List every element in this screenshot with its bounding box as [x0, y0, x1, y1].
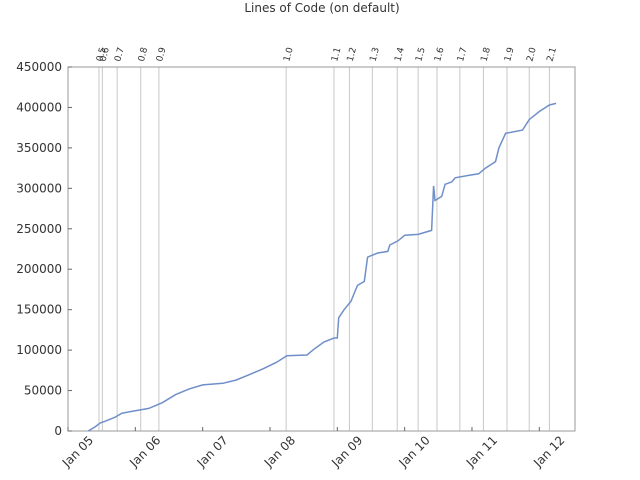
y-tick-label: 50000	[24, 384, 62, 398]
release-label: 0.8	[137, 46, 150, 63]
y-tick-label: 450000	[16, 60, 62, 74]
y-tick-label: 100000	[16, 343, 62, 357]
x-tick-label: Jan 06	[126, 433, 163, 470]
x-tick-label: Jan 10	[396, 433, 433, 470]
release-label: 1.2	[346, 46, 359, 62]
release-label: 1.6	[433, 46, 446, 63]
release-label: 1.5	[414, 46, 427, 62]
x-tick-label: Jan 09	[328, 433, 365, 470]
release-label: 1.0	[282, 46, 295, 63]
release-label: 0.7	[113, 46, 126, 62]
release-label: 2.0	[525, 46, 538, 63]
release-label: 2.1	[546, 46, 559, 62]
release-label: 1.9	[503, 46, 516, 63]
y-tick-label: 350000	[16, 141, 62, 155]
release-label: 1.3	[369, 46, 382, 62]
chart-title: Lines of Code (on default)	[244, 1, 399, 15]
release-label: 1.7	[456, 46, 469, 62]
release-label: 0.5	[95, 46, 108, 62]
x-tick-label: Jan 07	[194, 433, 231, 470]
y-tick-label: 200000	[16, 262, 62, 276]
x-tick-label: Jan 05	[59, 433, 96, 470]
plot-frame	[67, 66, 576, 432]
release-label: 1.8	[480, 46, 493, 63]
x-tick-label: Jan 08	[261, 433, 298, 470]
x-tick-label: Jan 12	[530, 433, 567, 470]
y-tick-label: 250000	[16, 222, 62, 236]
release-label: 0.9	[155, 46, 168, 63]
y-tick-label: 150000	[16, 303, 62, 317]
release-label: 1.1	[330, 46, 343, 62]
series-line	[87, 102, 557, 432]
y-tick-label: 400000	[16, 100, 62, 114]
y-tick-label: 0	[54, 424, 62, 438]
release-label: 1.4	[393, 46, 406, 63]
release-label: 0.6	[99, 46, 112, 63]
x-tick-label: Jan 11	[463, 433, 500, 470]
y-tick-label: 300000	[16, 181, 62, 195]
